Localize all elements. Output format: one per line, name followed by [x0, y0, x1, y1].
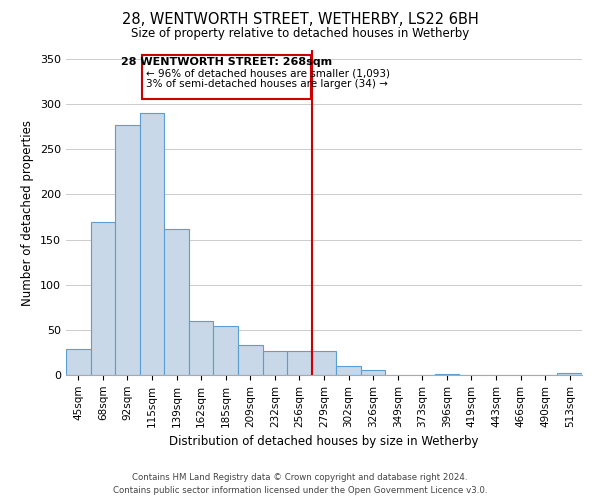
Bar	[287, 350, 312, 375]
Bar	[557, 373, 582, 375]
Text: 3% of semi-detached houses are larger (34) →: 3% of semi-detached houses are larger (3…	[146, 79, 388, 89]
Text: Size of property relative to detached houses in Wetherby: Size of property relative to detached ho…	[131, 28, 469, 40]
Bar	[115, 125, 140, 375]
X-axis label: Distribution of detached houses by size in Wetherby: Distribution of detached houses by size …	[169, 435, 479, 448]
Bar	[189, 321, 214, 375]
Text: ← 96% of detached houses are smaller (1,093): ← 96% of detached houses are smaller (1,…	[146, 68, 390, 78]
Bar	[91, 222, 115, 375]
Bar	[214, 326, 238, 375]
FancyBboxPatch shape	[142, 56, 311, 99]
Text: Contains HM Land Registry data © Crown copyright and database right 2024.
Contai: Contains HM Land Registry data © Crown c…	[113, 474, 487, 495]
Text: 28, WENTWORTH STREET, WETHERBY, LS22 6BH: 28, WENTWORTH STREET, WETHERBY, LS22 6BH	[122, 12, 478, 28]
Y-axis label: Number of detached properties: Number of detached properties	[22, 120, 34, 306]
Bar	[238, 345, 263, 375]
Bar	[312, 350, 336, 375]
Text: 28 WENTWORTH STREET: 268sqm: 28 WENTWORTH STREET: 268sqm	[121, 57, 332, 67]
Bar	[263, 350, 287, 375]
Bar	[140, 113, 164, 375]
Bar	[434, 374, 459, 375]
Bar	[361, 370, 385, 375]
Bar	[164, 229, 189, 375]
Bar	[336, 366, 361, 375]
Bar	[66, 349, 91, 375]
